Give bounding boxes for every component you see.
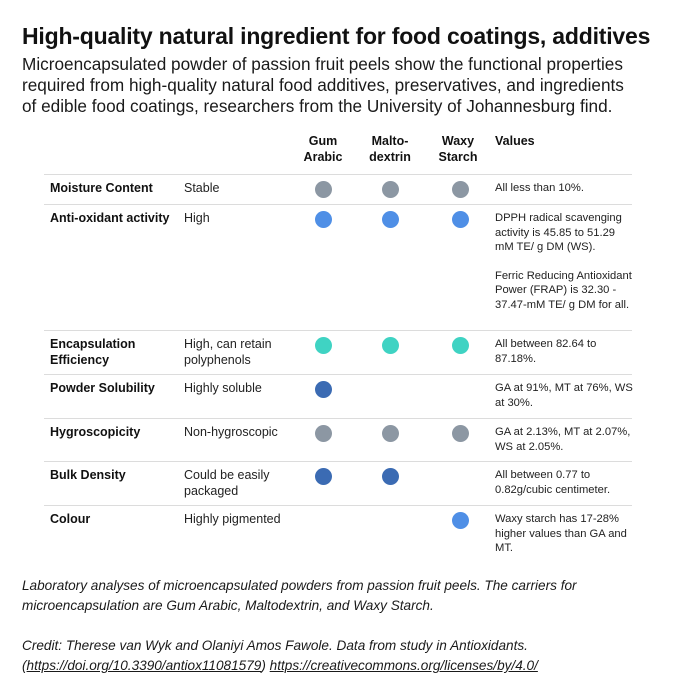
- column-header-gum-arabic: Gum Arabic: [295, 133, 351, 165]
- property-name: Colour: [50, 512, 91, 526]
- caption-line: Laboratory analyses of microencapsulated…: [22, 578, 577, 593]
- column-header-values: Values: [495, 134, 535, 148]
- subtitle-line: required from high-quality natural food …: [22, 75, 624, 95]
- property-description: High, can retain polyphenols: [184, 337, 272, 367]
- waxy-starch-marker-dot: [452, 337, 469, 354]
- property-description: Highly soluble: [184, 381, 262, 395]
- value-text: GA at 2.13%, MT at 2.07%, WS at 2.05%.: [495, 426, 631, 453]
- property-name: Encapsulation Efficiency: [50, 337, 136, 367]
- property-name: Hygroscopicity: [50, 425, 141, 439]
- maltodextrin-marker-dot: [382, 181, 399, 198]
- table-row: Anti-oxidant activity High DPPH radical sc…: [44, 204, 632, 330]
- gum-arabic-marker-dot: [315, 425, 332, 442]
- waxy-starch-marker-dot: [452, 211, 469, 228]
- caption-line: microencapsulation are Gum Arabic, Malto…: [22, 598, 434, 613]
- license-link[interactable]: https://creativecommons.org/licenses/by/…: [269, 658, 538, 673]
- table-row: Bulk Density Could be easily packaged All …: [44, 461, 632, 505]
- column-header-maltodextrin: Malto- dextrin: [360, 133, 420, 165]
- close-paren: ): [261, 658, 266, 673]
- value-text: DPPH radical scavenging activity is 45.8…: [495, 212, 622, 253]
- credit-links: (https://doi.org/10.3390/antiox11081579)…: [22, 656, 672, 676]
- table-row: Moisture Content Stable All less than 10%.: [44, 174, 632, 204]
- doi-link[interactable]: https://doi.org/10.3390/antiox11081579: [26, 658, 262, 673]
- table-body: Moisture Content Stable All less than 10%.…: [44, 174, 635, 565]
- column-header-waxy-starch: Waxy Starch: [430, 133, 486, 165]
- property-description: Could be easily packaged: [184, 468, 270, 498]
- value-text: Ferric Reducing Antioxidant Power (FRAP)…: [495, 269, 632, 311]
- maltodextrin-marker-dot: [382, 211, 399, 228]
- column-header-line: Malto-: [371, 134, 409, 148]
- values-cell: DPPH radical scavenging activity is 45.8…: [495, 211, 635, 312]
- property-description: High: [184, 211, 210, 225]
- property-description: Stable: [184, 181, 220, 195]
- values-cell: All between 82.64 to 87.18%.: [495, 337, 635, 366]
- waxy-starch-marker-dot: [452, 425, 469, 442]
- credit-text: Credit: Therese van Wyk and Olaniyi Amos…: [22, 638, 528, 653]
- gum-arabic-marker-dot: [315, 211, 332, 228]
- figure-caption: Laboratory analyses of microencapsulated…: [22, 576, 662, 616]
- subtitle-line: of edible food coatings, researchers fro…: [22, 96, 613, 116]
- waxy-starch-marker-dot: [452, 512, 469, 529]
- credit-block: Credit: Therese van Wyk and Olaniyi Amos…: [22, 636, 672, 676]
- page-title: High-quality natural ingredient for food…: [22, 23, 651, 49]
- column-header-line: Starch: [438, 150, 478, 164]
- value-text: Waxy starch has 17-28% higher values tha…: [495, 513, 627, 554]
- column-header-line: Waxy: [441, 134, 475, 148]
- value-text: All between 0.77 to 0.82g/cubic centimet…: [495, 469, 611, 496]
- properties-table: Gum Arabic Malto- dextrin Waxy Starch Va…: [44, 130, 635, 565]
- property-name: Moisture Content: [50, 181, 153, 195]
- values-cell: GA at 91%, MT at 76%, WS at 30%.: [495, 381, 635, 410]
- value-text: GA at 91%, MT at 76%, WS at 30%.: [495, 382, 633, 409]
- property-description: Highly pigmented: [184, 512, 281, 526]
- property-name: Anti-oxidant activity: [50, 211, 170, 225]
- column-header-line: Arabic: [303, 150, 343, 164]
- maltodextrin-marker-dot: [382, 468, 399, 485]
- page-subtitle: Microencapsulated powder of passion frui…: [22, 54, 662, 117]
- values-cell: All between 0.77 to 0.82g/cubic centimet…: [495, 468, 635, 497]
- values-cell: GA at 2.13%, MT at 2.07%, WS at 2.05%.: [495, 425, 635, 454]
- property-name: Powder Solubility: [50, 381, 155, 395]
- values-cell: Waxy starch has 17-28% higher values tha…: [495, 512, 635, 556]
- values-cell: All less than 10%.: [495, 181, 635, 196]
- waxy-starch-marker-dot: [452, 181, 469, 198]
- maltodextrin-marker-dot: [382, 425, 399, 442]
- subtitle-line: Microencapsulated powder of passion frui…: [22, 54, 623, 74]
- gum-arabic-marker-dot: [315, 181, 332, 198]
- value-text: All between 82.64 to 87.18%.: [495, 338, 597, 365]
- gum-arabic-marker-dot: [315, 468, 332, 485]
- table-row: Colour Highly pigmented Waxy starch has 17…: [44, 505, 632, 565]
- open-paren: (: [22, 658, 27, 673]
- table-header: Gum Arabic Malto- dextrin Waxy Starch Va…: [44, 130, 632, 174]
- table-row: Encapsulation Efficiency High, can retain…: [44, 330, 632, 374]
- column-header-line: Gum: [308, 134, 338, 148]
- column-header-line: dextrin: [369, 150, 411, 164]
- gum-arabic-marker-dot: [315, 381, 332, 398]
- property-name: Bulk Density: [50, 468, 126, 482]
- maltodextrin-marker-dot: [382, 337, 399, 354]
- table-row: Hygroscopicity Non-hygroscopic GA at 2.13%…: [44, 418, 632, 461]
- property-description: Non-hygroscopic: [184, 425, 278, 439]
- value-text: All less than 10%.: [495, 182, 584, 194]
- gum-arabic-marker-dot: [315, 337, 332, 354]
- table-row: Powder Solubility Highly soluble GA at 91%…: [44, 374, 635, 418]
